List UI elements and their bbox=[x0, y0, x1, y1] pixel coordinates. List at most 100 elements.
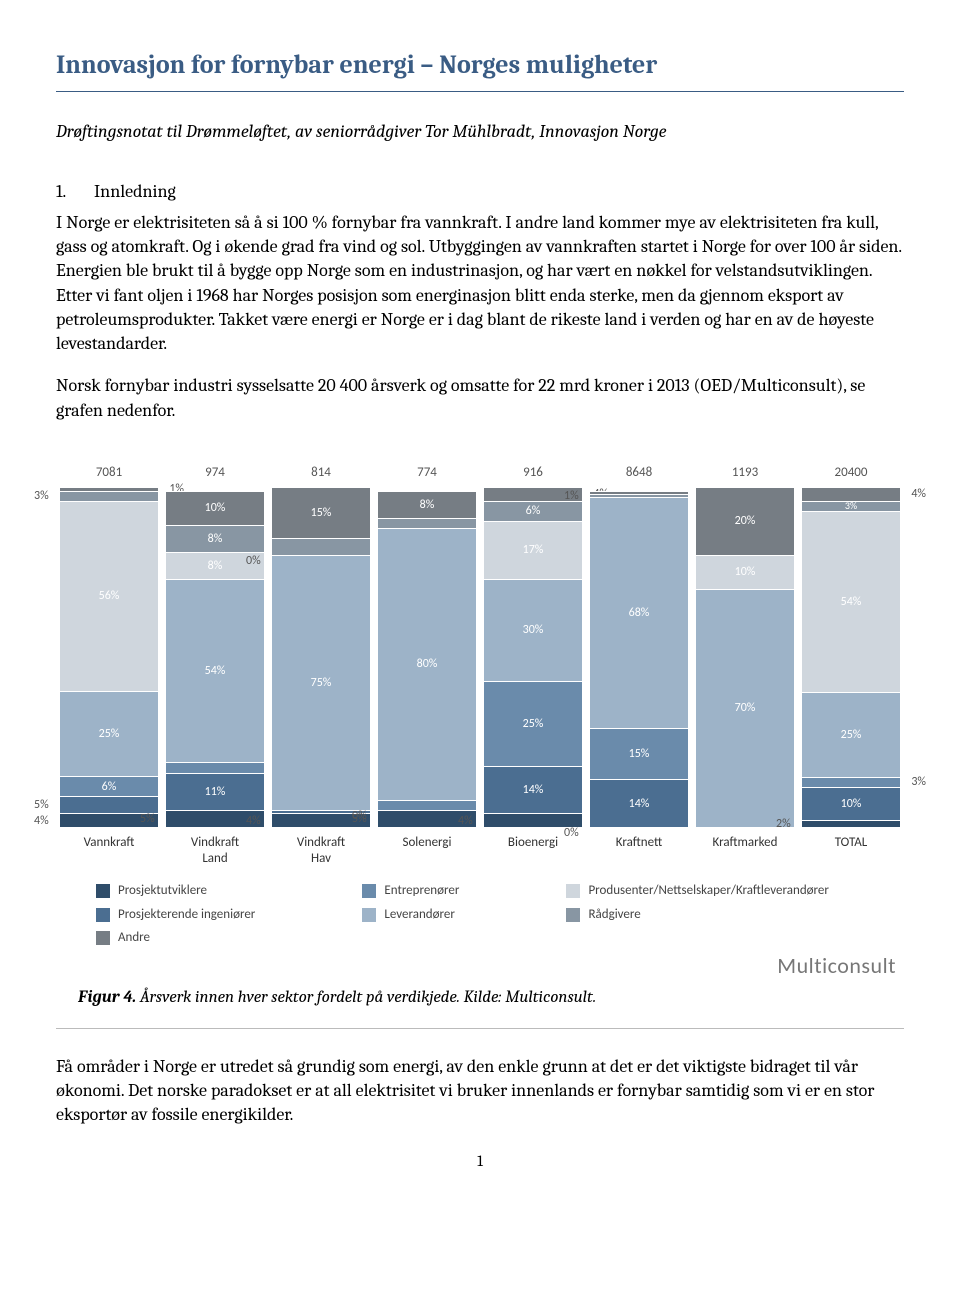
subtitle: Drøftingsnotat til Drømmeløftet, av seni… bbox=[56, 120, 904, 144]
legend-item: Rådgivere bbox=[566, 906, 904, 924]
bar-segment: 75% bbox=[272, 555, 370, 810]
column-stack: 0%14%15%68%1%1% bbox=[590, 487, 688, 827]
bar-segment: 2% bbox=[802, 820, 900, 827]
legend-label: Rådgivere bbox=[588, 906, 640, 924]
legend-label: Andre bbox=[118, 929, 150, 947]
section-name: Innledning bbox=[94, 180, 176, 204]
chart-column: 204002%10%3%25%54%3%4% bbox=[802, 464, 900, 828]
bar-segment: 10% bbox=[802, 787, 900, 821]
brand-label: Multiconsult bbox=[56, 951, 896, 981]
column-total: 974 bbox=[166, 464, 264, 482]
category-label: VindkraftLand bbox=[166, 835, 264, 866]
column-stack: 2%10%3%25%54%3%4% bbox=[802, 487, 900, 827]
column-stack: 4%14%25%30%17%6%4% bbox=[484, 487, 582, 827]
column-total: 814 bbox=[272, 464, 370, 482]
chart-figure: 70814%5%6%25%56%3%1%9745%11%3%54%8%8%10%… bbox=[56, 447, 904, 981]
chart-column: 916 4%14%25%30%17%6%4% bbox=[484, 464, 582, 828]
body-paragraph: Norsk fornybar industri sysselsatte 20 4… bbox=[56, 374, 904, 423]
legend-swatch bbox=[96, 931, 110, 945]
legend-item: Prosjektutviklere bbox=[96, 882, 330, 900]
column-total: 8648 bbox=[590, 464, 688, 482]
legend-item: Andre bbox=[96, 929, 330, 947]
column-total: 774 bbox=[378, 464, 476, 482]
legend-label: Entreprenører bbox=[384, 882, 459, 900]
category-label: Vannkraft bbox=[60, 835, 158, 866]
category-label: Kraftnett bbox=[590, 835, 688, 866]
legend-swatch bbox=[362, 908, 376, 922]
bar-segment: 15% bbox=[590, 728, 688, 779]
column-stack: 4%1%0%75%0%5%15% bbox=[272, 487, 370, 827]
bar-segment: 1% bbox=[60, 487, 158, 490]
bar-segment: 20% bbox=[696, 487, 794, 555]
chart-column: 814 4%1%0%75%0%5%15% bbox=[272, 464, 370, 828]
chart-category-labels: Vannkraft VindkraftLand VindkraftHav Solene… bbox=[56, 835, 904, 866]
column-stack: 5%0%3%80%0%3%8% bbox=[378, 487, 476, 827]
chart-column: 1193 70%10%20% bbox=[696, 464, 794, 828]
chart-legend: Prosjektutviklere Entreprenører Produsente… bbox=[96, 882, 904, 947]
legend-swatch bbox=[566, 908, 580, 922]
stacked-bar-chart: 70814%5%6%25%56%3%1%9745%11%3%54%8%8%10%… bbox=[56, 447, 904, 827]
bar-segment: 3% bbox=[802, 777, 900, 787]
bar-segment: 1% bbox=[590, 491, 688, 494]
bar-segment: 3% bbox=[378, 518, 476, 528]
bar-segment: 54% bbox=[802, 511, 900, 693]
bar-segment: 3% bbox=[60, 491, 158, 501]
category-label: TOTAL bbox=[802, 835, 900, 866]
bar-segment: 17% bbox=[484, 521, 582, 579]
section-number: 1. bbox=[56, 180, 94, 204]
bar-segment: 1% bbox=[590, 494, 688, 497]
bar-segment: 68% bbox=[590, 497, 688, 728]
bar-segment: 5% bbox=[272, 538, 370, 555]
bar-segment: 25% bbox=[60, 691, 158, 776]
body-paragraph: I Norge er elektrisiteten så å si 100 % … bbox=[56, 211, 904, 357]
column-total: 916 bbox=[484, 464, 582, 482]
bar-segment: 25% bbox=[484, 681, 582, 766]
figure-caption-text: Årsverk innen hver sektor fordelt på ver… bbox=[136, 988, 596, 1007]
column-total: 1193 bbox=[696, 464, 794, 482]
bar-segment: 15% bbox=[272, 487, 370, 538]
chart-column: 70814%5%6%25%56%3%1% bbox=[60, 464, 158, 828]
bar-segment: 3% bbox=[802, 501, 900, 511]
legend-label: Prosjektutviklere bbox=[118, 882, 207, 900]
legend-label: Produsenter/Nettselskaper/Kraftleverandø… bbox=[588, 882, 828, 900]
page-number: 1 bbox=[56, 1151, 904, 1173]
bar-segment: 8% bbox=[378, 491, 476, 518]
chart-column: 774 5%0%3%80%0%3%8% bbox=[378, 464, 476, 828]
legend-item: Entreprenører bbox=[362, 882, 534, 900]
column-stack: 70%10%20% bbox=[696, 487, 794, 827]
legend-item: Produsenter/Nettselskaper/Kraftleverandø… bbox=[566, 882, 904, 900]
figure-caption: Figur 4. Årsverk innen hver sektor forde… bbox=[78, 987, 904, 1010]
legend-swatch bbox=[566, 884, 580, 898]
bar-segment: 4% bbox=[802, 487, 900, 500]
bar-segment: 54% bbox=[166, 579, 264, 763]
legend-label: Prosjekterende ingeniører bbox=[118, 906, 255, 924]
legend-item: Prosjekterende ingeniører bbox=[96, 906, 330, 924]
column-stack: 4%5%6%25%56%3%1% bbox=[60, 487, 158, 827]
bar-segment: 14% bbox=[484, 766, 582, 814]
chart-column: 9745%11%3%54%8%8%10% bbox=[166, 464, 264, 828]
legend-item: Leverandører bbox=[362, 906, 534, 924]
legend-swatch bbox=[96, 908, 110, 922]
bar-segment: 25% bbox=[802, 692, 900, 776]
bar-segment: 56% bbox=[60, 501, 158, 691]
category-label: VindkraftHav bbox=[272, 835, 370, 866]
bar-segment: 70% bbox=[696, 589, 794, 827]
body-paragraph: Få områder i Norge er utredet så grundig… bbox=[56, 1055, 904, 1128]
page-title: Innovasjon for fornybar energi – Norges … bbox=[56, 48, 904, 92]
bar-segment: 14% bbox=[590, 779, 688, 827]
bar-segment: 6% bbox=[60, 776, 158, 796]
bar-segment: 30% bbox=[484, 579, 582, 681]
bar-segment: 3% bbox=[166, 762, 264, 772]
bar-segment: 11% bbox=[166, 773, 264, 810]
separator bbox=[56, 1028, 904, 1029]
bar-segment: 8% bbox=[166, 525, 264, 552]
bar-segment: 3% bbox=[378, 800, 476, 810]
category-label: Solenergi bbox=[378, 835, 476, 866]
chart-column: 86480%14%15%68%1%1% bbox=[590, 464, 688, 828]
bar-segment: 10% bbox=[166, 491, 264, 525]
section-heading: 1. Innledning bbox=[56, 180, 904, 204]
column-total: 20400 bbox=[802, 464, 900, 482]
figure-caption-label: Figur 4. bbox=[78, 988, 136, 1007]
legend-swatch bbox=[362, 884, 376, 898]
bar-segment: 10% bbox=[696, 555, 794, 589]
